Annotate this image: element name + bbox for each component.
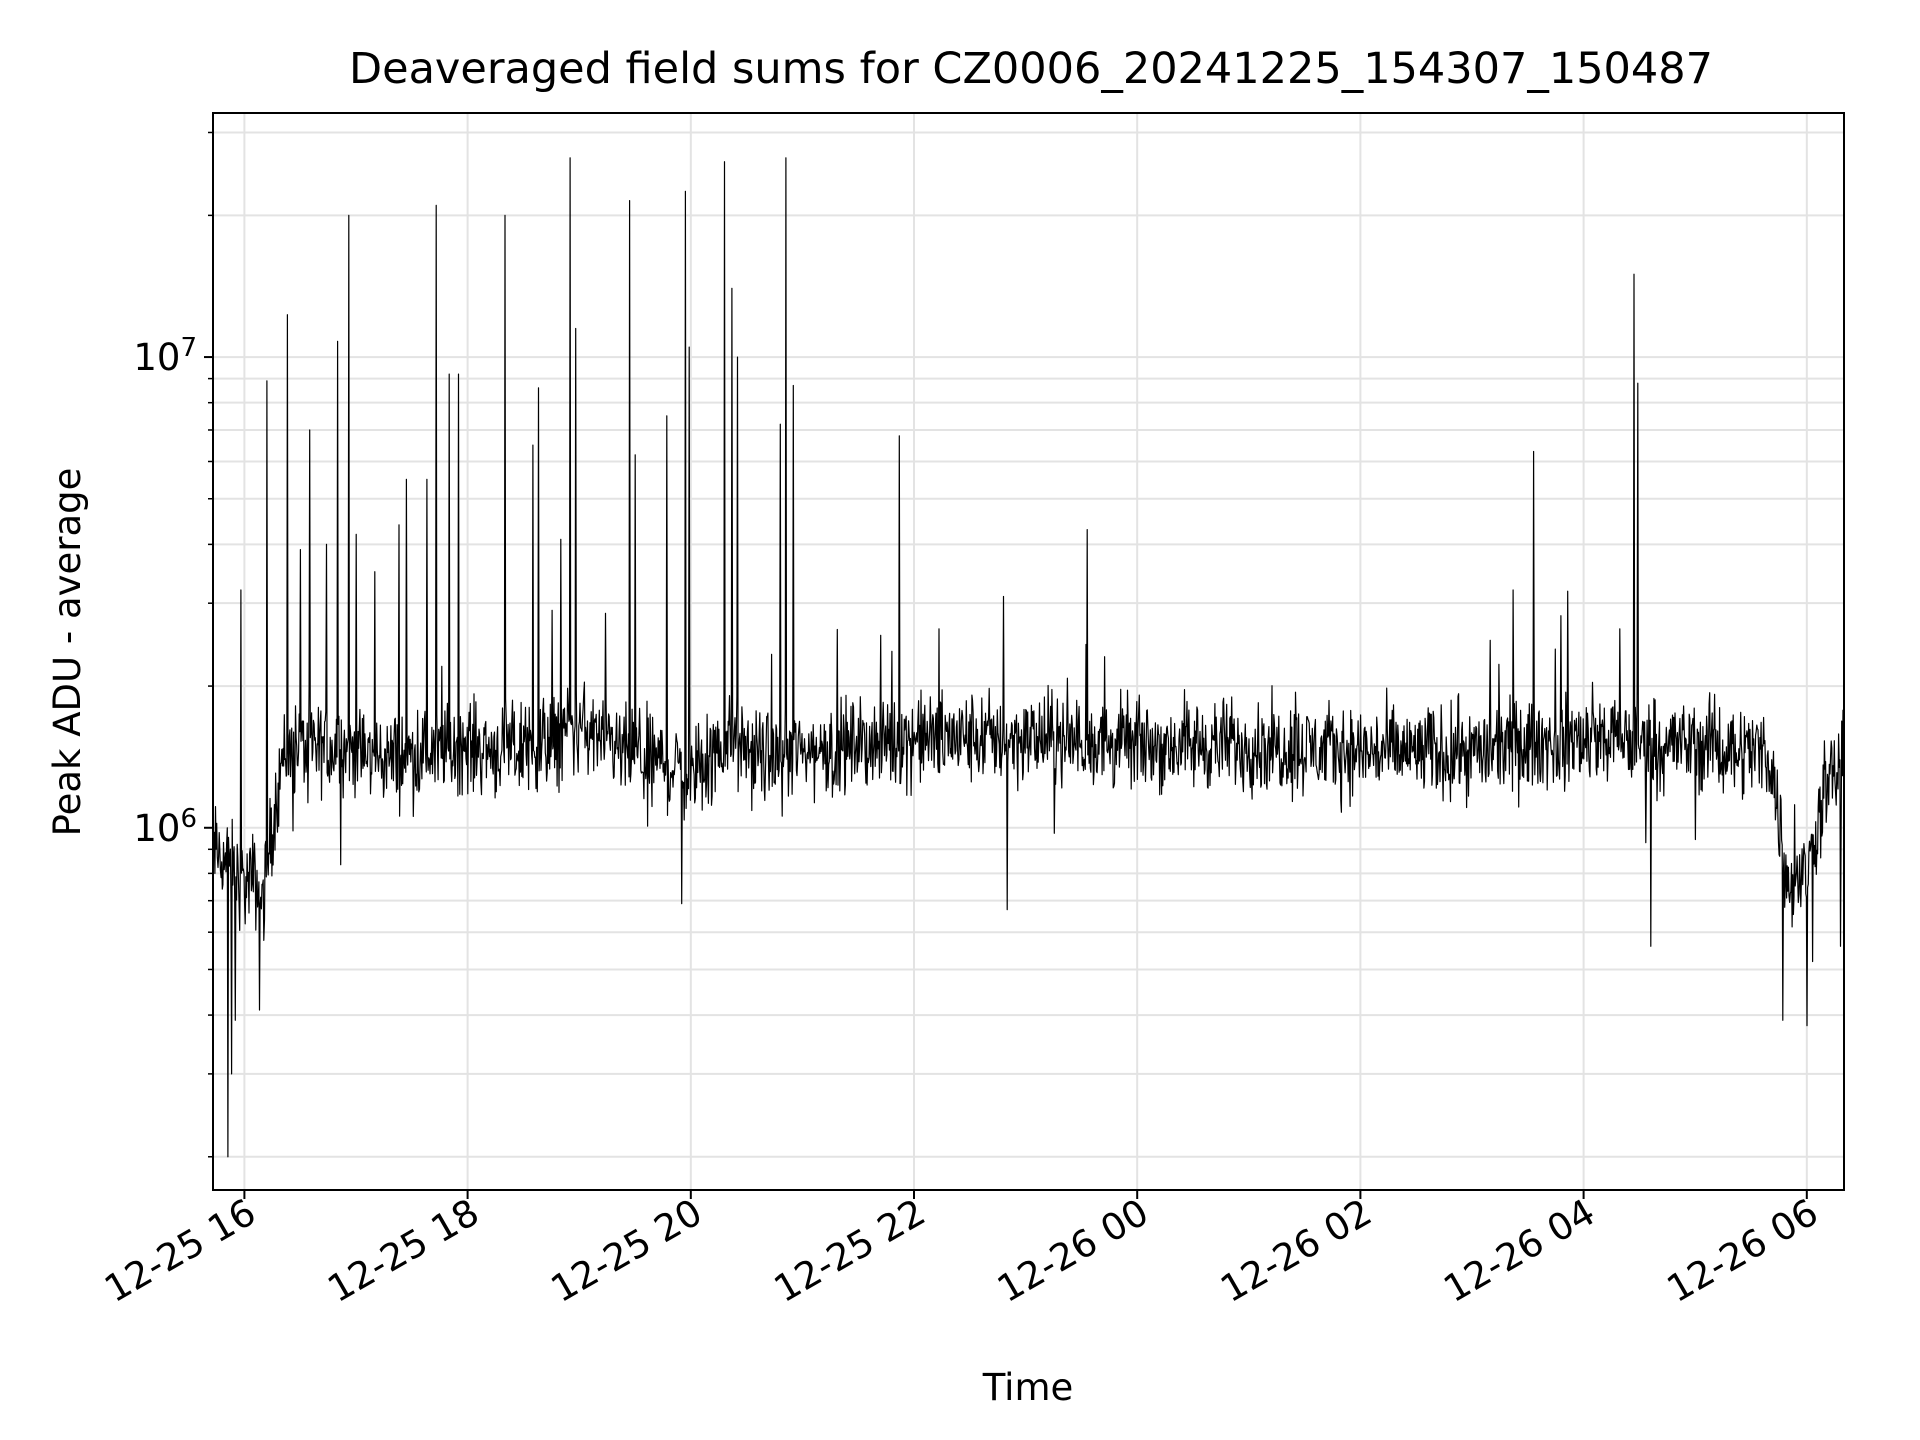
y-tick-label: 106 [133,804,197,850]
series-line [212,157,1845,1158]
plot-frame [212,112,1845,1191]
plot-area [204,112,1845,1199]
y-axis-label: Peak ADU - average [46,468,89,837]
gridlines [213,113,1844,1190]
x-axis-label: Time [982,1366,1074,1409]
y-tick-label: 107 [133,333,197,379]
chart-title: Deaveraged field sums for CZ0006_2024122… [349,44,1713,94]
